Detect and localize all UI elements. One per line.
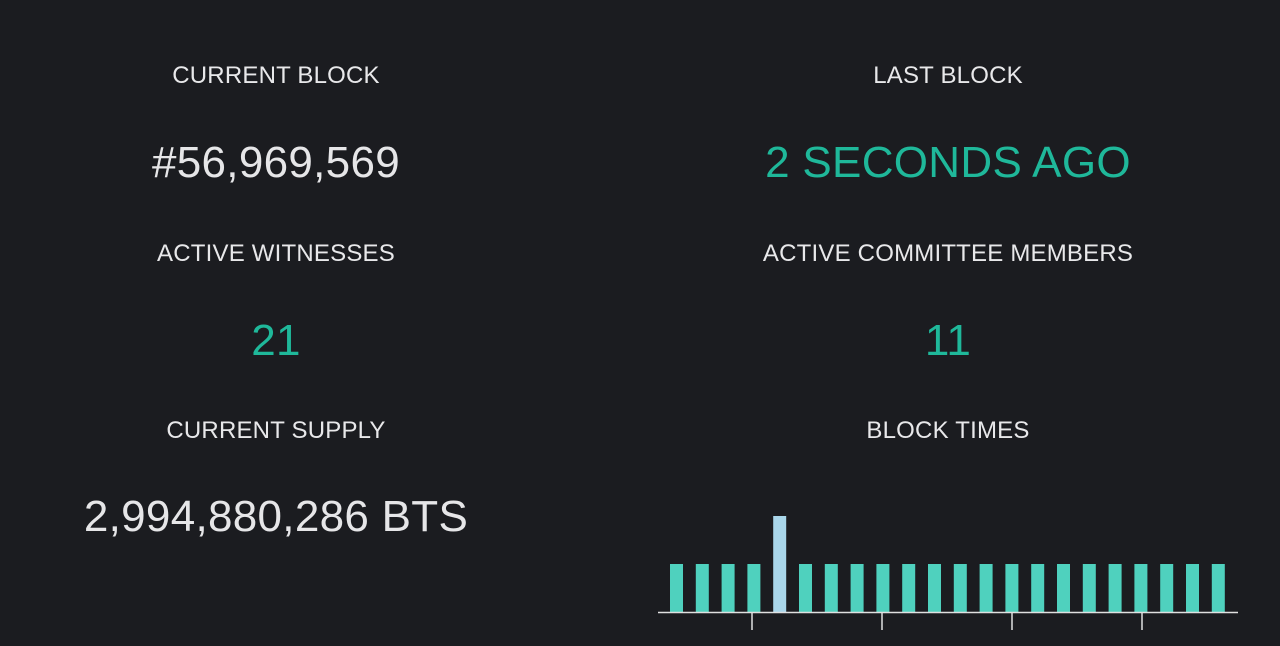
block-time-bar[interactable] <box>850 564 864 612</box>
block-time-bar[interactable] <box>979 564 993 612</box>
active-committee-stat: ACTIVE COMMITTEE MEMBERS <box>763 240 1133 268</box>
active-witnesses-value[interactable]: 21 <box>251 316 301 365</box>
last-block-value: 2 SECONDS AGO <box>765 138 1131 187</box>
block-time-bar[interactable] <box>953 564 967 612</box>
block-time-bar[interactable] <box>876 564 890 612</box>
block-time-bar[interactable] <box>1082 564 1096 612</box>
current-block-label: CURRENT BLOCK <box>172 62 380 89</box>
active-committee-value[interactable]: 11 <box>924 316 972 365</box>
last-block-value-wrap: 2 SECONDS AGO <box>765 138 1131 188</box>
active-witnesses-stat: ACTIVE WITNESSES <box>157 240 395 268</box>
block-time-bar[interactable] <box>1031 564 1045 612</box>
block-time-bar[interactable] <box>1160 564 1174 612</box>
active-committee-value-wrap: 11 <box>925 316 971 366</box>
block-times-stat: BLOCK TIMES <box>866 417 1029 445</box>
last-block-label: LAST BLOCK <box>873 62 1023 89</box>
block-time-bar[interactable] <box>773 516 787 612</box>
block-times-label: BLOCK TIMES <box>866 417 1030 444</box>
last-block-stat: LAST BLOCK <box>873 62 1023 90</box>
current-block-value-wrap: #56,969,569 <box>152 138 400 188</box>
current-supply-stat: CURRENT SUPPLY <box>166 417 385 445</box>
block-time-bar[interactable] <box>824 564 838 612</box>
block-time-bar[interactable] <box>928 564 941 612</box>
block-time-bar[interactable] <box>747 564 761 612</box>
block-time-bar[interactable] <box>1108 564 1122 612</box>
block-time-bar[interactable] <box>1186 564 1199 612</box>
block-time-bar[interactable] <box>721 564 735 612</box>
block-time-bar[interactable] <box>1134 564 1148 612</box>
current-block-stat: CURRENT BLOCK <box>172 62 380 90</box>
block-times-chart <box>658 516 1238 630</box>
current-supply-label: CURRENT SUPPLY <box>166 417 386 444</box>
block-time-bar[interactable] <box>799 564 812 612</box>
block-time-bar[interactable] <box>1057 564 1070 612</box>
block-time-bar[interactable] <box>902 564 916 612</box>
active-witnesses-label: ACTIVE WITNESSES <box>157 240 395 267</box>
current-supply-value: 2,994,880,286 BTS <box>83 492 469 541</box>
block-time-bar[interactable] <box>1211 564 1225 612</box>
current-block-value: #56,969,569 <box>152 138 400 187</box>
block-time-bar[interactable] <box>695 564 709 612</box>
block-time-bar[interactable] <box>670 564 683 612</box>
current-supply-value-wrap: 2,994,880,286 BTS <box>84 492 468 542</box>
active-committee-label: ACTIVE COMMITTEE MEMBERS <box>762 240 1134 267</box>
block-time-bar[interactable] <box>1005 564 1019 612</box>
active-witnesses-value-wrap: 21 <box>251 316 301 366</box>
